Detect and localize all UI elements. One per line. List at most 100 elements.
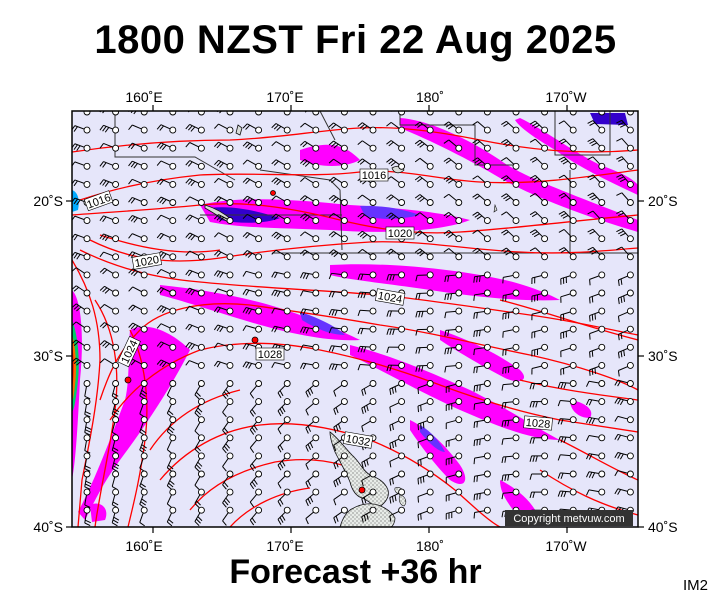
wind-barb-feather <box>472 121 478 126</box>
wind-barb-feather <box>166 521 173 527</box>
wind-barb-station <box>626 126 634 134</box>
wind-barb-feather <box>616 210 623 214</box>
wind-barb-feather <box>363 346 367 353</box>
left-edge-blue-patch <box>72 190 79 212</box>
wind-barb-feather <box>357 291 361 298</box>
wind-barb-feather <box>478 330 481 337</box>
wind-barb-station <box>455 144 463 152</box>
wind-barb-station <box>83 111 91 116</box>
wind-barb-feather <box>586 417 590 424</box>
wind-barb-station <box>312 111 320 116</box>
wind-barb-feather <box>560 140 567 145</box>
wind-barb-feather <box>588 453 593 460</box>
wind-barb-feather <box>273 160 279 166</box>
page-title: 1800 NZST Fri 22 Aug 2025 <box>94 18 617 62</box>
wind-barb-station <box>83 162 91 170</box>
wind-barb-feather <box>156 323 162 329</box>
wind-barb-feather <box>473 512 476 519</box>
wind-barb-station <box>569 343 577 351</box>
wind-barb-feather <box>128 322 134 328</box>
wind-barb-feather <box>273 215 279 221</box>
wind-barb-feather <box>589 230 596 235</box>
wind-barb-station <box>340 289 348 297</box>
wind-barb-feather <box>300 249 306 255</box>
wind-barb-feather <box>474 141 481 146</box>
wind-barb-station <box>569 180 577 188</box>
wind-barb-feather <box>617 279 620 286</box>
wind-barb-station <box>197 126 205 134</box>
wind-barb-station <box>483 452 491 460</box>
wind-barb-feather <box>276 291 281 297</box>
wind-barb-station <box>512 235 520 243</box>
wind-barb-feather <box>156 287 162 293</box>
wind-barb-feather <box>620 296 623 303</box>
right-lat-label-40s: 40˚S <box>648 519 678 535</box>
wind-barb-station <box>255 416 263 424</box>
wind-barb-feather <box>443 121 450 126</box>
wind-barb-feather <box>586 471 590 478</box>
wind-barb-feather <box>187 270 193 277</box>
wind-barb-feather <box>195 446 201 452</box>
wind-barb-feather <box>159 288 164 294</box>
wind-barb-station <box>169 289 177 297</box>
wind-barb-feather <box>219 111 223 114</box>
wind-barb-feather <box>190 126 196 132</box>
wind-barb-station <box>569 271 577 279</box>
wind-barb-station <box>626 470 634 478</box>
wind-barb-feather <box>335 461 339 468</box>
wind-barb-feather <box>328 273 332 280</box>
wind-barb-feather <box>529 383 533 390</box>
wind-barb-feather <box>337 478 341 484</box>
wind-barb-feather <box>245 179 251 185</box>
wind-barb-station <box>340 180 348 188</box>
wind-barb-station <box>426 325 434 333</box>
wind-barb-feather <box>249 483 255 490</box>
wind-barb-station <box>541 199 549 206</box>
wind-barb-feather <box>245 233 251 239</box>
wind-barb-feather <box>617 453 622 459</box>
wind-barb-station <box>340 325 348 333</box>
wind-barb-feather <box>216 143 222 149</box>
wind-barb-station <box>426 488 434 496</box>
wind-barb-station <box>626 235 634 243</box>
wind-barb-station <box>283 325 291 333</box>
wind-barb-feather <box>85 480 92 485</box>
wind-barb-feather <box>76 145 81 151</box>
wind-barb-station <box>569 470 577 478</box>
wind-barb-feather <box>274 272 278 279</box>
wind-barb-station <box>426 111 434 116</box>
wind-barb-feather <box>213 360 219 367</box>
wind-barb-feather <box>417 250 423 255</box>
wind-barb-feather <box>168 482 174 488</box>
wind-barb-station <box>255 162 263 170</box>
wind-barb-feather <box>185 111 187 112</box>
image-code: IM2 <box>683 577 709 594</box>
wind-barb-station <box>169 361 177 369</box>
wind-barb-feather <box>277 446 282 453</box>
wind-barb-feather <box>473 276 476 283</box>
wind-barb-station <box>541 470 549 478</box>
wind-barb-feather <box>588 472 593 478</box>
wind-barb-station <box>369 199 377 206</box>
wind-barb-feather <box>503 177 509 182</box>
wind-barb-feather <box>333 463 337 470</box>
wind-barb-station <box>283 180 291 188</box>
wind-barb-feather <box>329 105 333 109</box>
wind-barb-station <box>455 111 463 116</box>
wind-barb-feather <box>185 196 191 202</box>
wind-barb-station <box>283 217 291 225</box>
wind-barb-feather <box>421 365 424 372</box>
wind-barb-feather <box>587 210 594 215</box>
wind-barb-feather <box>443 230 450 235</box>
wind-barb-station <box>83 325 91 333</box>
wind-barb-feather <box>417 141 423 146</box>
wind-barb-station <box>369 361 377 369</box>
wind-barb-feather <box>222 502 227 508</box>
wind-barb-station <box>112 361 120 369</box>
wind-barb-feather <box>501 175 507 180</box>
wind-barb-station <box>626 416 634 424</box>
wind-barb-station <box>169 253 177 261</box>
wind-barb-station <box>512 470 520 478</box>
wind-barb-station <box>112 199 120 206</box>
wind-barb-station <box>340 199 348 206</box>
